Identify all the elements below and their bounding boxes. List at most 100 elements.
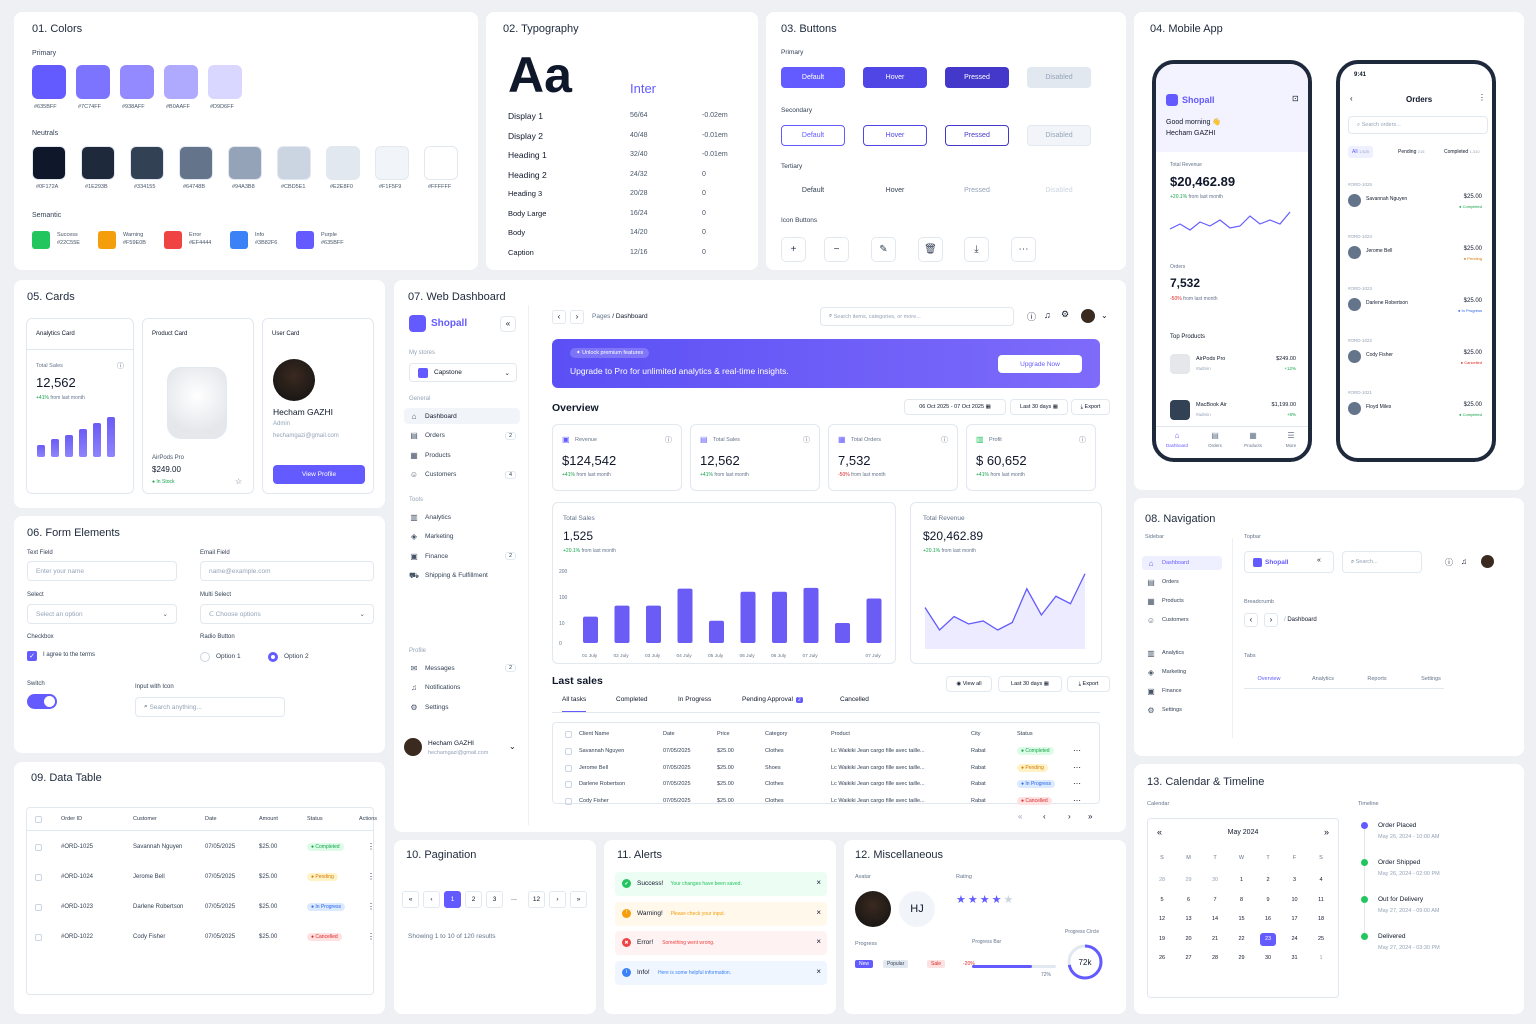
secondary-default-button[interactable]: Default	[781, 125, 845, 146]
close-icon[interactable]: ×	[816, 937, 821, 946]
nav-item-finance[interactable]: ▣ Finance	[1142, 684, 1222, 698]
tab-analytics[interactable]: Analytics	[1311, 676, 1334, 682]
prev-month-button[interactable]: «	[1157, 827, 1163, 837]
nav-item-marketing[interactable]: ◈ Marketing	[1142, 665, 1222, 679]
primary-hover-button[interactable]: Hover	[863, 67, 927, 88]
bell-icon[interactable]: ♫	[1461, 557, 1467, 566]
row-checkbox[interactable]	[565, 797, 572, 805]
rating-stars[interactable]: ★★★★★	[956, 893, 1015, 906]
tab-cancelled[interactable]: Cancelled	[840, 696, 869, 711]
sidebar-item-shipping-fulfillment[interactable]: ⛟ Shipping & Fulfillment	[404, 568, 520, 584]
star-icon[interactable]: ★	[1003, 894, 1016, 906]
nav-item-customers[interactable]: ☺ Customers	[1142, 613, 1222, 627]
next-page-button[interactable]: ›	[1068, 812, 1071, 821]
primary-disabled-button[interactable]: Disabled	[1027, 67, 1091, 88]
tab-in-progress[interactable]: In Progress	[678, 696, 711, 711]
export-button[interactable]: ⤓ Export	[1067, 676, 1110, 692]
calendar-day[interactable]: 29	[1238, 955, 1245, 961]
calendar-day[interactable]: 9	[1266, 896, 1270, 903]
calendar-day[interactable]: 16	[1264, 916, 1272, 922]
calendar-day[interactable]: 1	[1319, 955, 1323, 961]
more-icon[interactable]: ⋯	[1073, 779, 1081, 788]
email-input[interactable]: name@example.com	[200, 561, 374, 581]
calendar-day[interactable]: 30	[1264, 955, 1272, 961]
calendar-day[interactable]: 23	[1260, 932, 1276, 946]
sidebar-item-orders[interactable]: ▤ Orders 2	[404, 428, 520, 444]
secondary-hover-button[interactable]: Hover	[863, 125, 927, 146]
star-icon[interactable]: ★	[967, 894, 980, 906]
pencil-icon-button[interactable]: ✎	[871, 237, 896, 262]
last-page-button[interactable]: »	[570, 891, 587, 908]
tertiary-disabled-button[interactable]: Disabled	[1045, 187, 1073, 194]
back-icon[interactable]: ‹	[1350, 94, 1353, 103]
tab-dashboard[interactable]: Dashboard	[1165, 443, 1188, 448]
calendar-day[interactable]: 15	[1238, 916, 1245, 922]
tab-orders[interactable]: Orders	[1208, 443, 1222, 448]
close-icon[interactable]: ×	[816, 966, 821, 976]
star-icon[interactable]: ★	[956, 894, 968, 906]
more-icon[interactable]: ⋯	[1073, 795, 1081, 805]
terms-checkbox[interactable]: ✓	[27, 651, 37, 661]
row-checkbox[interactable]	[35, 874, 42, 881]
close-icon[interactable]: ×	[816, 907, 821, 917]
search-orders-input[interactable]: ⌕ Search orders...	[1348, 116, 1488, 134]
multi-select-dropdown[interactable]: ᑕ Choose options ⌄	[200, 604, 374, 624]
calendar-day[interactable]: 5	[1160, 896, 1164, 903]
calendar-day[interactable]: 24	[1291, 935, 1298, 942]
tab-orders-icon[interactable]: ▤	[1211, 431, 1219, 440]
page-button[interactable]: 12	[528, 891, 545, 908]
calendar-day[interactable]: 6	[1186, 896, 1191, 903]
sidebar-item-finance[interactable]: ▣ Finance 2	[404, 548, 520, 564]
select-all-checkbox[interactable]	[35, 816, 42, 823]
search-anything-input[interactable]: ⌕ Search anything...	[135, 697, 285, 717]
tab-all-tasks[interactable]: All tasks	[562, 696, 587, 712]
actions-icon[interactable]: ⋮	[367, 902, 375, 911]
order-tab-completed[interactable]: Completed 1,310	[1440, 146, 1484, 158]
store-selector[interactable]: Capstone ⌄	[409, 363, 517, 382]
row-checkbox[interactable]	[565, 748, 572, 755]
sidebar-item-analytics[interactable]: ▥ Analytics	[404, 509, 520, 525]
next-month-button[interactable]: »	[1323, 827, 1329, 837]
calendar-day[interactable]: 13	[1185, 916, 1192, 922]
page-button[interactable]: 2	[465, 891, 482, 908]
help-icon[interactable]: ⓘ	[1027, 312, 1037, 322]
next-page-button[interactable]: ›	[549, 891, 566, 908]
calendar-day[interactable]: 14	[1211, 916, 1219, 922]
avatar[interactable]	[1481, 555, 1494, 568]
close-icon[interactable]: ×	[816, 878, 821, 887]
sidebar-item-customers[interactable]: ☺ Customers 4	[404, 467, 520, 483]
nav-item-settings[interactable]: ⚙ Settings	[1142, 703, 1222, 717]
radio-option-2[interactable]	[268, 652, 278, 662]
calendar-day[interactable]: 26	[1158, 955, 1166, 961]
help-icon[interactable]: ⓘ	[1445, 558, 1453, 567]
actions-icon[interactable]: ⋮	[367, 842, 375, 851]
calendar-day[interactable]: 19	[1158, 935, 1166, 942]
secondary-pressed-button[interactable]: Pressed	[945, 125, 1009, 146]
download-icon-button[interactable]: ⤓	[964, 237, 989, 262]
export-button[interactable]: ⤓ Export	[1071, 399, 1110, 415]
trash-icon-button[interactable]: 🗑	[918, 237, 943, 262]
tab-settings[interactable]: Settings	[1421, 676, 1441, 682]
calendar-day[interactable]: 25	[1317, 935, 1325, 942]
menu-icon[interactable]: ⋮	[1478, 93, 1486, 102]
chevron-down-icon[interactable]: ⌄	[1101, 311, 1108, 320]
actions-icon[interactable]: ⋮	[367, 932, 375, 941]
sidebar-item-dashboard[interactable]: ⌂ Dashboard	[404, 408, 520, 424]
star-icon[interactable]: ★	[979, 894, 992, 906]
upgrade-now-button[interactable]: Upgrade Now	[998, 355, 1082, 373]
collapse-icon[interactable]: «	[1317, 557, 1321, 564]
calendar-day[interactable]: 3	[1292, 877, 1297, 883]
calendar-day[interactable]: 18	[1317, 916, 1325, 922]
calendar-day[interactable]: 31	[1291, 955, 1298, 961]
tab-dashboard-icon[interactable]: ⌂	[1174, 431, 1180, 440]
secondary-disabled-button[interactable]: Disabled	[1027, 125, 1091, 146]
order-tab-all[interactable]: All 1,525	[1348, 146, 1373, 158]
nav-item-analytics[interactable]: ▥ Analytics	[1142, 646, 1222, 660]
tertiary-hover-button[interactable]: Hover	[885, 187, 905, 194]
star-icon[interactable]: ★	[991, 894, 1004, 906]
back-button[interactable]: ‹	[552, 310, 566, 324]
sidebar-item-marketing[interactable]: ◈ Marketing	[404, 529, 520, 545]
collapse-icon[interactable]: «	[500, 316, 516, 332]
calendar-day[interactable]: 2	[1266, 877, 1270, 883]
bell-icon[interactable]: ♫	[1044, 310, 1051, 320]
